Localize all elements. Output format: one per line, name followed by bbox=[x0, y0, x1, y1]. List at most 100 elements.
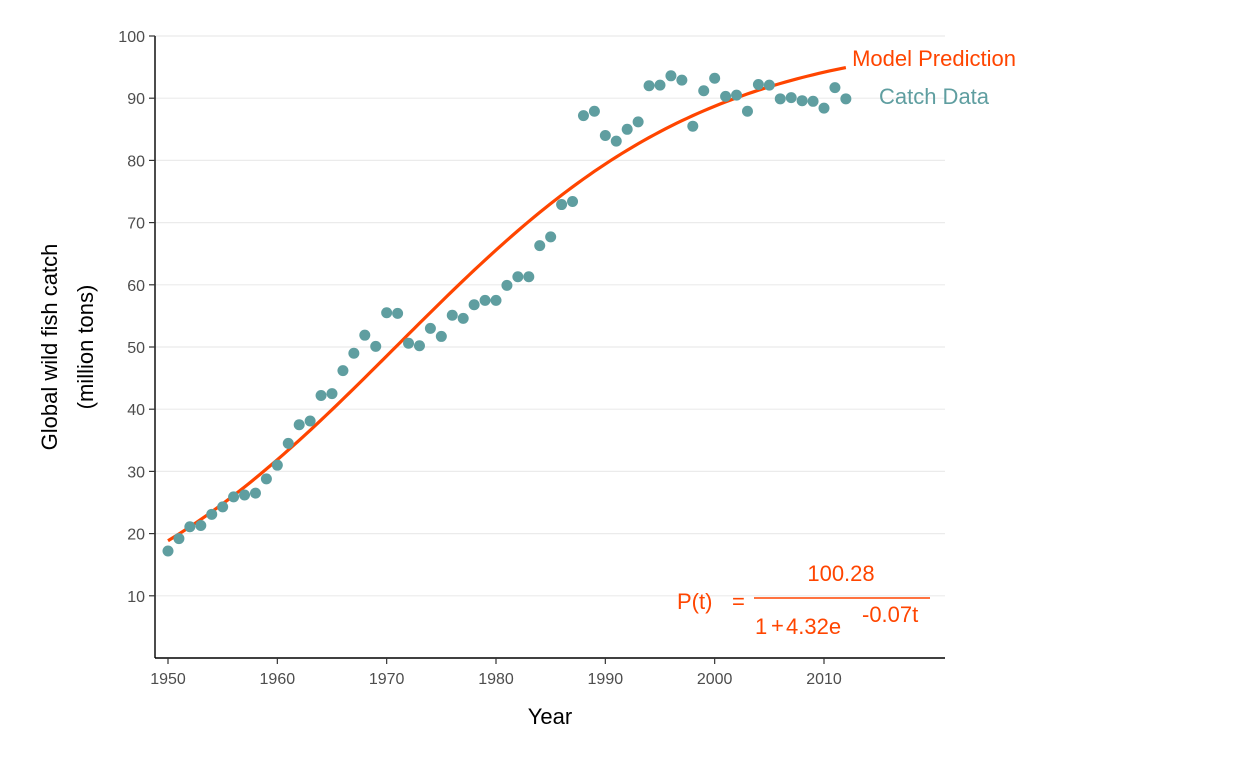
catch-data-point bbox=[643, 80, 655, 92]
equation-denominator-coef: 4.32e bbox=[786, 614, 841, 639]
catch-data-point bbox=[173, 533, 185, 545]
catch-data-point bbox=[370, 340, 382, 352]
catch-data-label: Catch Data bbox=[879, 84, 990, 109]
model-prediction-line bbox=[167, 65, 847, 543]
y-tick-label: 50 bbox=[127, 340, 145, 357]
catch-data-point bbox=[304, 415, 316, 427]
catch-data-point bbox=[752, 79, 764, 91]
catch-data-point bbox=[512, 271, 524, 283]
model-prediction-label: Model Prediction bbox=[852, 46, 1016, 71]
catch-data-point bbox=[654, 79, 666, 91]
catch-data-point bbox=[731, 89, 743, 101]
x-tick-label: 2010 bbox=[806, 671, 842, 688]
catch-data-point bbox=[403, 337, 415, 349]
catch-data-point bbox=[184, 521, 196, 533]
y-ticks: 10 20 30 40 50 60 70 80 90 100 bbox=[118, 29, 155, 606]
catch-data-point bbox=[392, 307, 404, 319]
catch-data-point bbox=[381, 307, 393, 319]
catch-data-point bbox=[840, 93, 852, 105]
catch-data-point bbox=[807, 95, 819, 107]
catch-data-point bbox=[282, 437, 294, 449]
x-tick-label: 2000 bbox=[697, 671, 733, 688]
catch-data-point bbox=[698, 85, 710, 97]
catch-data-point bbox=[665, 70, 677, 82]
catch-data-point bbox=[785, 92, 797, 104]
catch-data-point bbox=[217, 501, 229, 513]
catch-data-point bbox=[359, 329, 371, 341]
catch-data-point bbox=[577, 110, 589, 122]
catch-data-point bbox=[479, 294, 491, 306]
equation-denominator-one: 1 bbox=[755, 614, 767, 639]
catch-data-point bbox=[435, 330, 447, 342]
y-axis-title-line2: (million tons) bbox=[73, 285, 98, 410]
y-tick-label: 40 bbox=[127, 402, 145, 419]
catch-data-point bbox=[206, 508, 218, 520]
catch-data-point bbox=[621, 123, 633, 135]
catch-data-point bbox=[687, 120, 699, 132]
catch-data-point bbox=[348, 347, 360, 359]
catch-data-point bbox=[720, 90, 732, 102]
catch-data-point bbox=[468, 299, 480, 311]
equation-numerator: 100.28 bbox=[807, 561, 874, 586]
equation-lhs: P(t) bbox=[677, 589, 712, 614]
catch-data-point bbox=[676, 74, 688, 86]
catch-data-point bbox=[315, 390, 327, 402]
catch-data-point bbox=[424, 322, 436, 334]
catch-data-point bbox=[567, 195, 579, 207]
catch-data-point bbox=[271, 459, 283, 471]
y-tick-label: 60 bbox=[127, 278, 145, 295]
catch-data-point bbox=[741, 105, 753, 117]
y-tick-label: 70 bbox=[127, 216, 145, 233]
y-tick-label: 10 bbox=[127, 589, 145, 606]
x-axis-title: Year bbox=[528, 704, 572, 729]
catch-data-point bbox=[774, 93, 786, 105]
x-tick-label: 1970 bbox=[369, 671, 405, 688]
catch-data-point bbox=[228, 491, 240, 503]
catch-data-point bbox=[610, 135, 622, 147]
catch-data-point bbox=[490, 294, 502, 306]
catch-data-point bbox=[534, 240, 546, 252]
x-tick-label: 1950 bbox=[150, 671, 186, 688]
y-tick-label: 80 bbox=[127, 153, 145, 170]
catch-data-point bbox=[829, 82, 841, 94]
y-tick-label: 30 bbox=[127, 464, 145, 481]
catch-data-point bbox=[632, 116, 644, 128]
catch-data-point bbox=[796, 95, 808, 107]
catch-data-point bbox=[239, 489, 251, 501]
equation-equals: = bbox=[732, 589, 745, 614]
x-tick-label: 1960 bbox=[260, 671, 296, 688]
catch-data-point bbox=[326, 388, 338, 400]
catch-data-point bbox=[709, 72, 721, 84]
catch-data-point bbox=[523, 271, 535, 283]
catch-series bbox=[162, 70, 852, 557]
model-series bbox=[167, 65, 847, 543]
y-tick-label: 20 bbox=[127, 527, 145, 544]
y-tick-label: 90 bbox=[127, 91, 145, 108]
catch-data-point bbox=[337, 365, 349, 377]
catch-data-point bbox=[293, 419, 305, 431]
x-tick-label: 1990 bbox=[588, 671, 624, 688]
x-ticks: 1950 1960 1970 1980 1990 2000 2010 bbox=[150, 658, 842, 688]
y-tick-label: 100 bbox=[118, 29, 145, 46]
catch-data-point bbox=[556, 199, 568, 211]
y-axis-title-line1: Global wild fish catch bbox=[37, 244, 62, 451]
equation-denominator-plus: + bbox=[771, 613, 784, 638]
catch-data-point bbox=[501, 279, 513, 291]
x-tick-label: 1980 bbox=[478, 671, 514, 688]
catch-data-point bbox=[446, 309, 458, 321]
catch-data-point bbox=[588, 105, 600, 117]
catch-data-point bbox=[162, 545, 174, 557]
equation: P(t) = 100.28 1 + 4.32e -0.07t bbox=[677, 561, 930, 639]
gridlines bbox=[155, 35, 945, 597]
catch-data-point bbox=[413, 340, 425, 352]
catch-data-point bbox=[195, 520, 207, 532]
equation-exponent: -0.07t bbox=[862, 602, 918, 627]
catch-data-point bbox=[763, 79, 775, 91]
catch-data-point bbox=[260, 473, 272, 485]
catch-data-point bbox=[457, 312, 469, 324]
catch-data-point bbox=[599, 130, 611, 142]
catch-data-point bbox=[249, 487, 261, 499]
catch-data-point bbox=[818, 102, 830, 114]
catch-data-point bbox=[545, 231, 557, 243]
